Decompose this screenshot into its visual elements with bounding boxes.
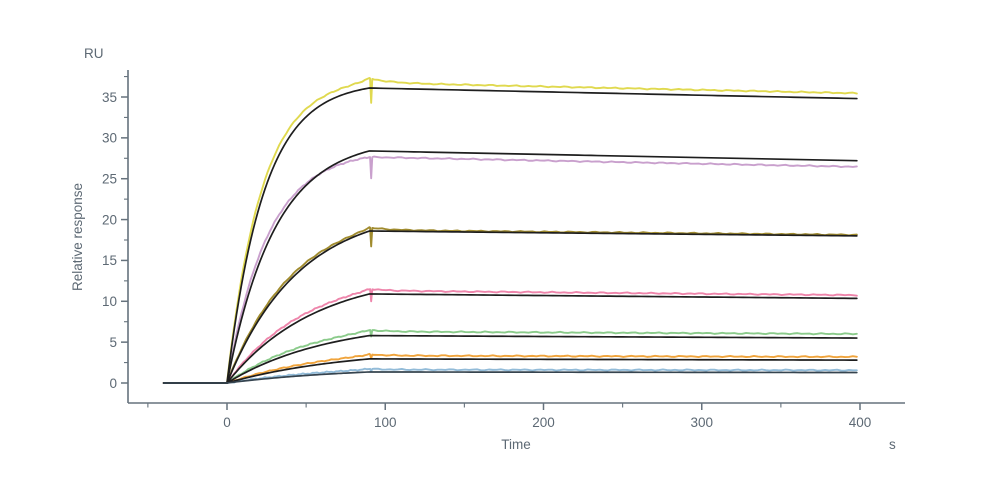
fit-curves-group [162, 87, 858, 384]
series-trace-5-green-fit-line [162, 334, 858, 384]
y-tick-label: 15 [102, 253, 117, 268]
y-tick-label: 0 [109, 376, 117, 391]
y-tick-label: 30 [102, 131, 117, 146]
series-trace-1-yellow-data-line [162, 77, 858, 384]
x-axis-unit-label: s [889, 437, 896, 452]
y-tick-label: 25 [102, 172, 117, 187]
y-axis-unit-label: RU [84, 46, 104, 61]
y-tick-label: 35 [102, 90, 117, 105]
series-trace-6-orange-data-line [162, 352, 858, 384]
series-trace-1-yellow-fit-line [162, 87, 858, 384]
axes-group: 0 5 10 15 20 25 30 35 0 100 200 300 400 [102, 70, 905, 430]
x-tick-label: 300 [690, 415, 713, 430]
data-curves-group [162, 77, 858, 384]
x-tick-label: 100 [374, 415, 397, 430]
series-trace-2-violet-data-line [162, 155, 858, 384]
y-tick-label: 20 [102, 212, 117, 227]
series-trace-2-violet-fit-line [162, 150, 858, 384]
y-axis-title: Relative response [70, 183, 85, 291]
series-trace-5-green-data-line [162, 328, 858, 384]
series-trace-6-orange-fit-line [162, 358, 858, 384]
x-axis-title: Time [501, 437, 531, 452]
x-tick-label: 0 [223, 415, 231, 430]
series-trace-7-blue-fit-line [162, 371, 858, 384]
x-tick-label: 200 [532, 415, 555, 430]
series-trace-4-pink-fit-line [162, 293, 858, 384]
series-trace-4-pink-data-line [162, 288, 858, 384]
x-tick-label: 400 [849, 415, 872, 430]
y-tick-label: 5 [109, 335, 117, 350]
series-trace-7-blue-data-line [162, 367, 858, 384]
y-tick-label: 10 [102, 294, 117, 309]
series-trace-3-olive-data-line [162, 226, 858, 384]
series-trace-3-olive-fit-line [162, 230, 858, 384]
